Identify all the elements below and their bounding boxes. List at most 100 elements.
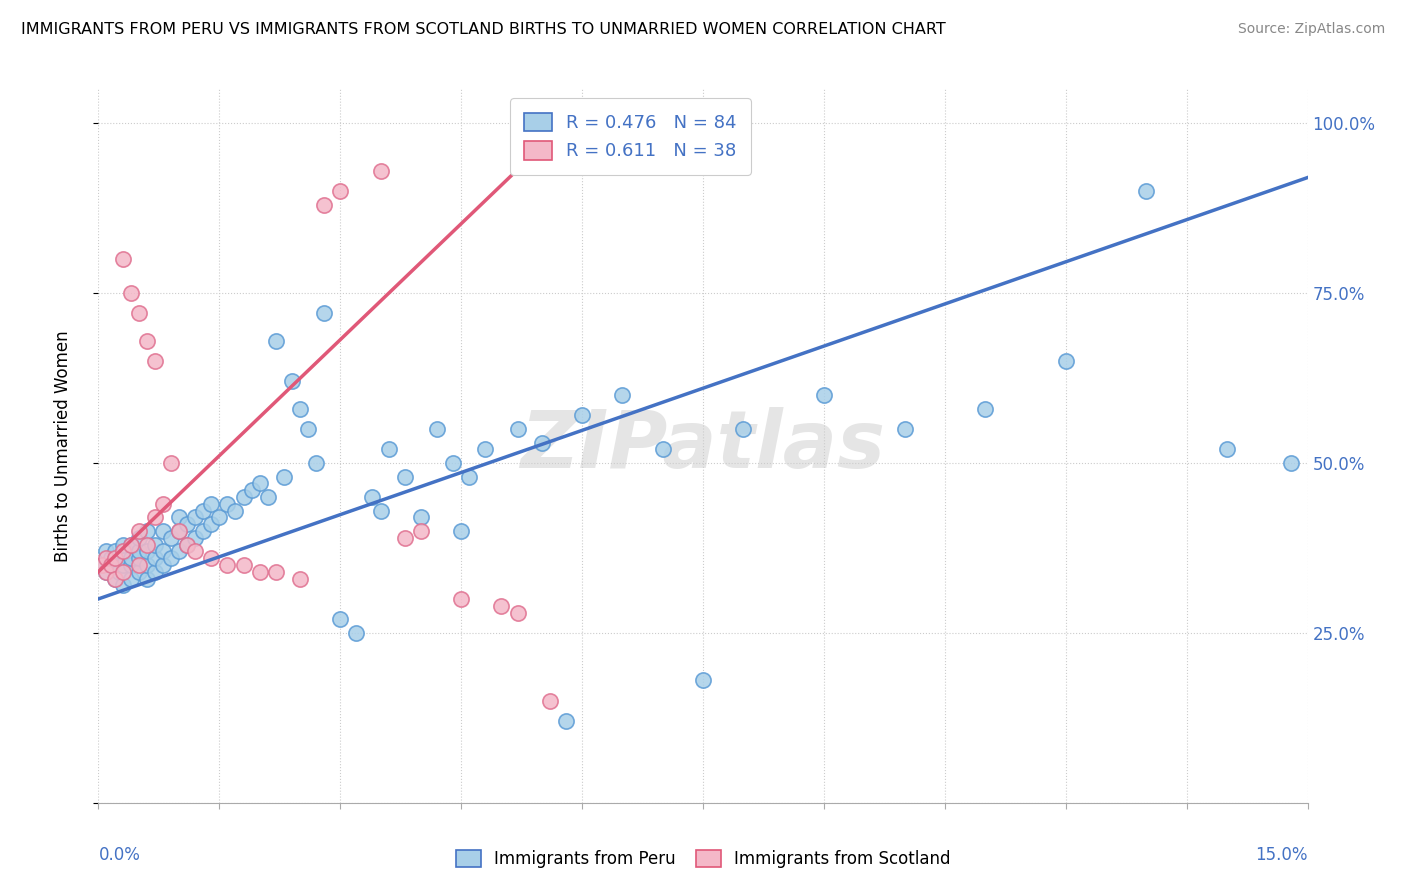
Point bbox=[167, 544, 190, 558]
Point bbox=[893, 422, 915, 436]
Point bbox=[143, 510, 166, 524]
Point bbox=[264, 565, 287, 579]
Text: 15.0%: 15.0% bbox=[1256, 846, 1308, 863]
Point bbox=[111, 544, 134, 558]
Point bbox=[256, 490, 278, 504]
Point bbox=[160, 551, 183, 566]
Point bbox=[120, 537, 142, 551]
Point bbox=[288, 572, 311, 586]
Point bbox=[91, 558, 114, 572]
Point bbox=[152, 497, 174, 511]
Point bbox=[1135, 184, 1157, 198]
Point bbox=[135, 537, 157, 551]
Point bbox=[555, 714, 578, 729]
Point bbox=[167, 524, 190, 538]
Point bbox=[120, 572, 142, 586]
Point bbox=[394, 469, 416, 483]
Point bbox=[506, 606, 529, 620]
Point bbox=[394, 531, 416, 545]
Point bbox=[176, 537, 198, 551]
Point bbox=[200, 551, 222, 566]
Point bbox=[1054, 354, 1077, 368]
Point bbox=[200, 497, 222, 511]
Point bbox=[692, 673, 714, 688]
Point bbox=[193, 503, 215, 517]
Point bbox=[409, 524, 432, 538]
Point bbox=[128, 524, 150, 538]
Point bbox=[143, 354, 166, 368]
Point bbox=[281, 375, 304, 389]
Text: IMMIGRANTS FROM PERU VS IMMIGRANTS FROM SCOTLAND BIRTHS TO UNMARRIED WOMEN CORRE: IMMIGRANTS FROM PERU VS IMMIGRANTS FROM … bbox=[21, 22, 946, 37]
Point bbox=[530, 435, 553, 450]
Point bbox=[176, 537, 198, 551]
Point bbox=[96, 544, 118, 558]
Point bbox=[111, 578, 134, 592]
Point bbox=[135, 544, 157, 558]
Point bbox=[288, 401, 311, 416]
Point bbox=[107, 565, 129, 579]
Point bbox=[249, 476, 271, 491]
Point bbox=[217, 497, 239, 511]
Point bbox=[96, 565, 118, 579]
Point bbox=[377, 442, 399, 457]
Point bbox=[264, 334, 287, 348]
Point bbox=[813, 388, 835, 402]
Point bbox=[143, 537, 166, 551]
Point bbox=[103, 572, 125, 586]
Point bbox=[111, 558, 134, 572]
Point bbox=[111, 252, 134, 266]
Point bbox=[450, 591, 472, 606]
Point bbox=[128, 531, 150, 545]
Point bbox=[120, 551, 142, 566]
Point bbox=[176, 517, 198, 532]
Point bbox=[120, 286, 142, 301]
Point bbox=[96, 551, 118, 566]
Point bbox=[184, 510, 207, 524]
Point bbox=[100, 558, 122, 572]
Point bbox=[200, 517, 222, 532]
Y-axis label: Births to Unmarried Women: Births to Unmarried Women bbox=[53, 330, 72, 562]
Point bbox=[232, 558, 254, 572]
Point bbox=[441, 456, 464, 470]
Point bbox=[651, 442, 673, 457]
Point bbox=[128, 306, 150, 320]
Point bbox=[167, 524, 190, 538]
Point bbox=[152, 544, 174, 558]
Point bbox=[111, 544, 134, 558]
Point bbox=[103, 544, 125, 558]
Point bbox=[458, 469, 481, 483]
Point bbox=[193, 524, 215, 538]
Point bbox=[128, 558, 150, 572]
Point bbox=[135, 524, 157, 538]
Point bbox=[152, 524, 174, 538]
Point bbox=[370, 503, 392, 517]
Point bbox=[184, 544, 207, 558]
Point bbox=[128, 565, 150, 579]
Point bbox=[128, 544, 150, 558]
Legend: R = 0.476   N = 84, R = 0.611   N = 38: R = 0.476 N = 84, R = 0.611 N = 38 bbox=[510, 98, 751, 175]
Point bbox=[100, 551, 122, 566]
Point bbox=[370, 163, 392, 178]
Text: ZIPatlas: ZIPatlas bbox=[520, 407, 886, 485]
Text: 0.0%: 0.0% bbox=[98, 846, 141, 863]
Point bbox=[143, 565, 166, 579]
Point bbox=[571, 409, 593, 423]
Point bbox=[184, 531, 207, 545]
Point bbox=[167, 510, 190, 524]
Point bbox=[1216, 442, 1239, 457]
Point bbox=[217, 558, 239, 572]
Point bbox=[329, 612, 352, 626]
Point bbox=[208, 510, 231, 524]
Point bbox=[409, 510, 432, 524]
Point bbox=[361, 490, 384, 504]
Point bbox=[329, 184, 352, 198]
Point bbox=[344, 626, 367, 640]
Point bbox=[224, 503, 246, 517]
Point bbox=[273, 469, 295, 483]
Point bbox=[143, 551, 166, 566]
Text: Source: ZipAtlas.com: Source: ZipAtlas.com bbox=[1237, 22, 1385, 37]
Point bbox=[314, 306, 336, 320]
Point bbox=[314, 198, 336, 212]
Point bbox=[120, 558, 142, 572]
Point bbox=[305, 456, 328, 470]
